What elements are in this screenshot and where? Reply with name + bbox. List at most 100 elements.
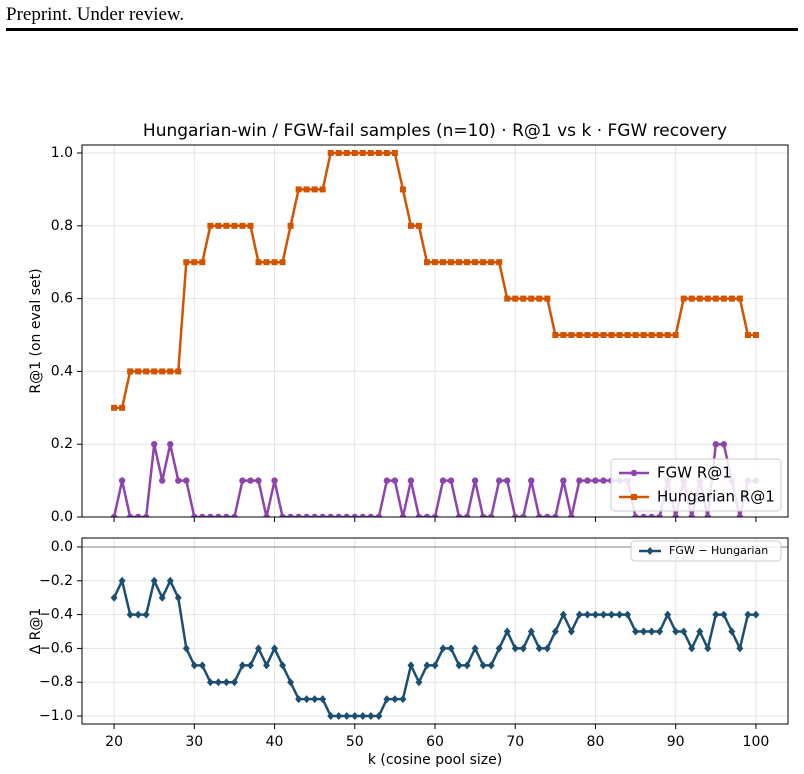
marker bbox=[263, 513, 270, 517]
marker bbox=[487, 661, 495, 670]
marker bbox=[383, 695, 391, 704]
marker bbox=[664, 332, 671, 339]
marker bbox=[520, 295, 527, 302]
marker bbox=[640, 513, 647, 517]
legend-marker bbox=[631, 494, 637, 500]
marker bbox=[359, 150, 366, 157]
marker bbox=[111, 404, 118, 411]
marker bbox=[295, 186, 302, 193]
marker bbox=[247, 477, 254, 484]
marker bbox=[455, 661, 463, 670]
marker bbox=[504, 295, 511, 302]
marker bbox=[415, 222, 422, 229]
marker bbox=[311, 186, 318, 193]
marker bbox=[118, 576, 126, 585]
marker bbox=[520, 513, 527, 517]
x-tick-label: 60 bbox=[426, 734, 444, 750]
marker bbox=[167, 368, 174, 375]
marker bbox=[263, 259, 270, 266]
marker bbox=[415, 678, 423, 687]
marker bbox=[223, 513, 230, 517]
marker bbox=[158, 593, 166, 602]
marker bbox=[432, 259, 438, 266]
marker bbox=[712, 610, 720, 619]
marker bbox=[239, 477, 246, 484]
marker bbox=[519, 644, 527, 653]
marker bbox=[191, 259, 198, 266]
marker bbox=[528, 477, 535, 484]
axes-frame bbox=[81, 537, 789, 725]
marker bbox=[583, 610, 591, 619]
marker bbox=[159, 368, 166, 375]
marker bbox=[567, 627, 575, 636]
marker bbox=[471, 644, 479, 653]
marker bbox=[375, 513, 383, 517]
marker bbox=[592, 477, 599, 484]
marker bbox=[560, 477, 567, 484]
marker bbox=[599, 610, 607, 619]
marker bbox=[592, 332, 599, 339]
x-tick-label: 50 bbox=[346, 734, 364, 750]
marker bbox=[182, 644, 190, 653]
marker bbox=[648, 332, 655, 339]
marker bbox=[142, 513, 150, 517]
marker bbox=[319, 513, 326, 517]
marker bbox=[335, 513, 342, 517]
marker bbox=[447, 644, 455, 653]
marker bbox=[720, 295, 727, 302]
marker bbox=[255, 477, 262, 484]
marker bbox=[448, 259, 455, 266]
marker bbox=[632, 332, 639, 339]
marker bbox=[134, 513, 142, 517]
legend-marker bbox=[630, 469, 638, 477]
marker bbox=[375, 150, 382, 157]
marker bbox=[119, 404, 126, 411]
marker bbox=[191, 513, 198, 517]
marker bbox=[175, 477, 182, 484]
marker bbox=[399, 695, 407, 704]
marker bbox=[295, 695, 303, 704]
marker bbox=[552, 332, 559, 339]
marker bbox=[238, 661, 246, 670]
marker bbox=[399, 186, 406, 193]
marker bbox=[383, 477, 391, 484]
marker bbox=[544, 295, 551, 302]
marker bbox=[543, 644, 551, 653]
marker bbox=[159, 477, 166, 484]
marker bbox=[720, 441, 728, 448]
marker bbox=[343, 513, 350, 517]
marker bbox=[496, 259, 503, 266]
marker bbox=[616, 332, 623, 339]
marker bbox=[504, 477, 511, 484]
marker bbox=[712, 295, 719, 302]
marker bbox=[367, 150, 374, 157]
marker bbox=[319, 695, 327, 704]
marker bbox=[118, 477, 126, 484]
marker bbox=[439, 644, 447, 653]
marker bbox=[455, 513, 463, 517]
marker bbox=[327, 712, 335, 721]
marker bbox=[488, 259, 495, 266]
y-tick-label: 0.4 bbox=[51, 363, 73, 379]
marker bbox=[576, 477, 583, 484]
marker bbox=[150, 576, 158, 585]
marker bbox=[712, 441, 719, 448]
plot-area: 20 30 40 50 60 70 80 90 100 0.0 −0.2 −0.4 −0.6 −0.8 −1… bbox=[39, 538, 788, 750]
header-rule bbox=[6, 28, 798, 31]
marker bbox=[512, 295, 519, 302]
y-tick-label: 0.0 bbox=[51, 539, 73, 555]
marker bbox=[568, 513, 575, 517]
marker bbox=[199, 259, 206, 266]
marker bbox=[343, 150, 350, 157]
x-tick-label: 80 bbox=[587, 734, 605, 750]
marker bbox=[688, 644, 696, 653]
legend-marker bbox=[646, 547, 654, 555]
marker bbox=[367, 712, 375, 721]
marker bbox=[151, 368, 158, 375]
marker bbox=[231, 513, 238, 517]
y-tick-label: 0.6 bbox=[51, 291, 73, 307]
marker bbox=[544, 513, 551, 517]
marker bbox=[246, 661, 254, 670]
marker bbox=[391, 477, 399, 484]
